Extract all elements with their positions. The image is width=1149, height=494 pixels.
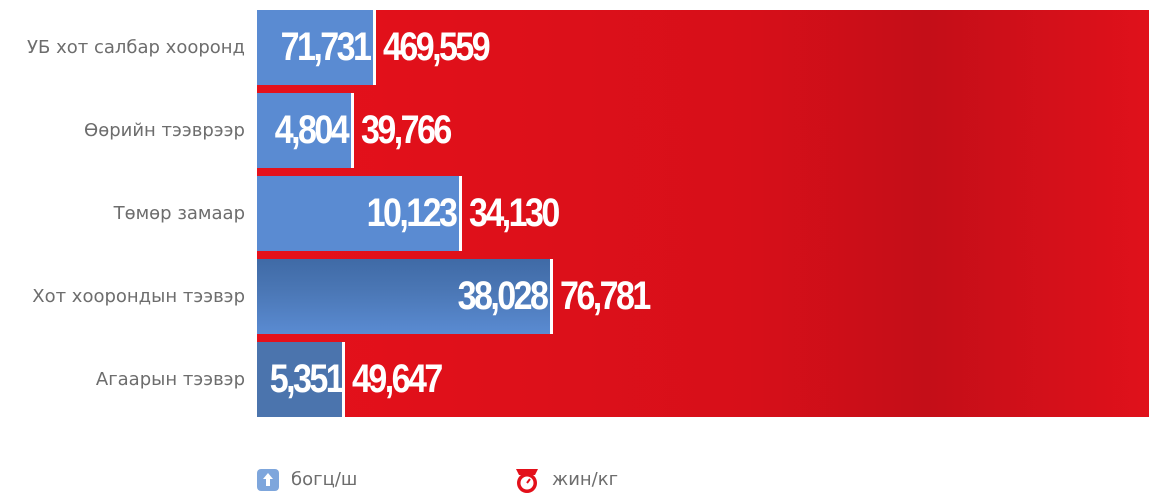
count-segment: 10,123 <box>257 176 459 251</box>
row-label: Агаарын тээвэр <box>95 369 245 390</box>
separator <box>373 10 376 85</box>
weight-segment: 34,130 <box>469 176 573 251</box>
scale-icon <box>516 469 538 493</box>
weight-segment: 39,766 <box>361 93 465 168</box>
row-label: УБ хот салбар хооронд <box>27 37 245 58</box>
separator <box>351 93 354 168</box>
count-segment: 4,804 <box>257 93 351 168</box>
count-segment: 5,351 <box>257 342 345 417</box>
legend-weight: жин/кг <box>512 466 618 494</box>
separator <box>459 176 462 251</box>
weight-segment: 49,647 <box>352 342 456 417</box>
bar-row: УБ хот салбар хооронд 71,731 469,559 <box>0 10 1149 85</box>
row-label: Төмөр замаар <box>113 203 245 224</box>
weight-segment: 76,781 <box>560 259 664 334</box>
legend-text: жин/кг <box>552 469 619 490</box>
box-icon <box>257 469 279 491</box>
weight-value: 76,781 <box>560 274 651 318</box>
weight-value: 34,130 <box>469 191 560 235</box>
separator <box>550 259 553 334</box>
count-value: 4,804 <box>274 108 350 152</box>
count-value: 38,028 <box>457 274 548 318</box>
count-segment: 38,028 <box>257 259 550 334</box>
weight-value: 39,766 <box>361 108 452 152</box>
bar-row: Өөрийн тээврээр 4,804 39,766 <box>0 93 1149 168</box>
bar-row: Төмөр замаар 10,123 34,130 <box>0 176 1149 251</box>
count-value: 10,123 <box>366 191 457 235</box>
weight-value: 49,647 <box>352 357 443 401</box>
count-value: 5,351 <box>269 357 345 401</box>
bar-row: Агаарын тээвэр 5,351 49,647 <box>0 342 1149 417</box>
row-label: Өөрийн тээврээр <box>84 120 245 141</box>
legend-count: богц/ш <box>257 466 357 494</box>
legend-text: богц/ш <box>291 469 358 490</box>
weight-value: 469,559 <box>383 25 491 69</box>
weight-segment: 469,559 <box>383 10 507 85</box>
count-segment: 71,731 <box>257 10 373 85</box>
separator <box>342 342 345 417</box>
count-value: 71,731 <box>280 25 371 69</box>
row-label: Хот хоорондын тээвэр <box>32 286 245 307</box>
bar-row: Хот хоорондын тээвэр 38,028 76,781 <box>0 259 1149 334</box>
